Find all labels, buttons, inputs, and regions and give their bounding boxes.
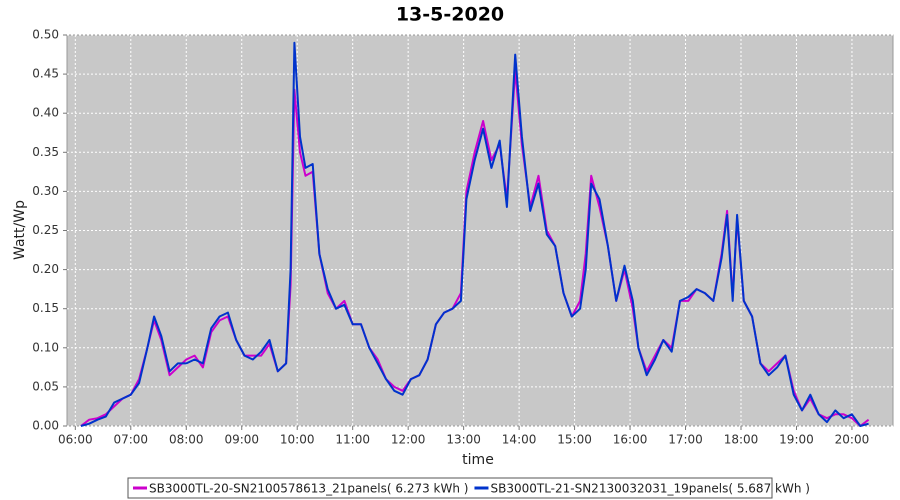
x-tick-label: 20:00 [835, 433, 870, 447]
x-tick-label: 17:00 [668, 433, 703, 447]
x-tick-label: 08:00 [169, 433, 204, 447]
x-tick-label: 13:00 [446, 433, 481, 447]
x-tick-label: 14:00 [502, 433, 537, 447]
y-tick-label: 0.15 [32, 301, 59, 315]
chart-title: 13-5-2020 [396, 4, 504, 26]
y-tick-label: 0.45 [32, 67, 59, 81]
x-tick-label: 16:00 [613, 433, 648, 447]
legend-box [127, 477, 773, 499]
y-tick-label: 0.40 [32, 106, 59, 120]
x-tick-label: 18:00 [724, 433, 759, 447]
x-tick-label: 09:00 [224, 433, 259, 447]
y-tick-label: 0.00 [32, 419, 59, 433]
x-axis-label: time [462, 452, 494, 468]
x-tick-label: 06:00 [58, 433, 93, 447]
y-tick-label: 0.10 [32, 340, 59, 354]
legend-label: SB3000TL-20-SN2100578613_21panels( 6.273… [149, 482, 468, 496]
x-tick-label: 11:00 [335, 433, 370, 447]
legend-label: SB3000TL-21-SN2130032031_19panels( 5.687… [490, 482, 809, 496]
y-tick-label: 0.30 [32, 184, 59, 198]
y-tick-label: 0.05 [32, 379, 59, 393]
y-tick-label: 0.20 [32, 262, 59, 276]
data-line [80, 41, 869, 427]
x-tick-label: 10:00 [280, 433, 315, 447]
x-tick-label: 07:00 [113, 433, 148, 447]
y-tick-label: 0.25 [32, 223, 59, 237]
x-tick-label: 19:00 [779, 433, 814, 447]
y-axis-label: Watt/Wp [12, 200, 28, 260]
y-tick-label: 0.50 [32, 28, 59, 42]
x-tick-label: 15:00 [557, 433, 592, 447]
x-tick-label: 12:00 [391, 433, 426, 447]
y-tick-label: 0.35 [32, 145, 59, 159]
